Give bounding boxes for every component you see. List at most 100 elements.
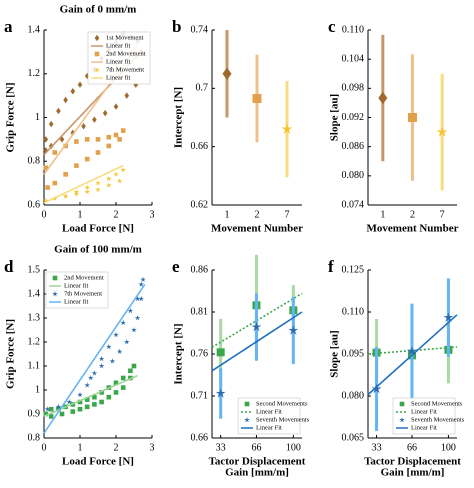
x-tick-label: 66 <box>251 442 261 453</box>
marker <box>120 385 126 390</box>
y-tick-label: 1.2 <box>28 336 41 347</box>
y-axis-label: Intercept [N] <box>173 87 185 148</box>
marker <box>120 128 126 133</box>
marker <box>128 368 133 374</box>
marker <box>81 123 86 130</box>
fit-line <box>43 374 138 418</box>
y-tick-label: 0.81 <box>191 306 209 317</box>
marker <box>77 399 83 405</box>
y-tick-label: 0.8 <box>28 432 41 443</box>
marker <box>102 109 108 117</box>
marker <box>92 116 97 123</box>
panel-letter: e <box>172 257 180 276</box>
marker <box>252 94 262 104</box>
legend-swatch <box>244 417 250 423</box>
x-tick-label: 0 <box>42 209 47 220</box>
legend-label: Linear fit <box>106 58 131 65</box>
legend-label: Linear fit <box>106 74 131 81</box>
marker <box>52 150 58 155</box>
marker <box>113 103 119 110</box>
marker <box>131 363 137 369</box>
marker <box>116 348 123 355</box>
y-tick-label: 0.125 <box>342 264 365 275</box>
x-tick-label: 1 <box>78 442 83 453</box>
marker <box>73 191 80 197</box>
legend-label: 7th Movement <box>106 66 144 73</box>
marker <box>281 123 293 134</box>
legend-label: Seventh Movements <box>256 416 310 423</box>
marker <box>124 92 130 99</box>
marker <box>371 383 382 394</box>
legend-label: 2nd Movement <box>106 50 146 57</box>
marker <box>92 394 97 400</box>
marker <box>98 363 105 369</box>
marker <box>84 397 90 402</box>
marker <box>378 91 388 105</box>
marker <box>43 136 49 143</box>
marker <box>98 355 105 362</box>
x-tick-label: 2 <box>114 442 119 453</box>
x-tick-label: 33 <box>216 442 226 453</box>
y-axis-label: Grip Force [N] <box>5 319 17 389</box>
x-tick-label: 2 <box>255 209 260 220</box>
marker <box>133 81 139 88</box>
marker <box>113 380 119 386</box>
x-axis-label: Gain [mm/m] <box>225 467 289 479</box>
y-axis-label: Slope [au] <box>329 94 341 141</box>
x-tick-label: 2 <box>410 209 415 220</box>
y-tick-label: 0.080 <box>342 170 365 181</box>
marker <box>113 390 119 395</box>
y-axis-label: Grip Force [N] <box>5 82 17 152</box>
x-axis-label: Movement Number <box>367 223 459 235</box>
y-tick-label: 1.3 <box>28 312 41 323</box>
marker <box>43 411 49 417</box>
marker <box>120 319 127 326</box>
x-tick-label: 7 <box>285 209 290 220</box>
legend-swatch <box>94 67 100 73</box>
y-tick-label: 0.095 <box>342 348 365 359</box>
y-tick-label: 0.9 <box>28 408 41 419</box>
fit-line <box>211 311 303 372</box>
marker <box>123 339 130 345</box>
marker <box>436 126 448 137</box>
y-tick-label: 1.4 <box>28 24 41 35</box>
marker <box>74 163 79 168</box>
marker <box>113 132 119 138</box>
marker <box>52 180 58 186</box>
marker <box>42 197 49 204</box>
marker <box>70 409 76 414</box>
marker <box>105 343 112 350</box>
legend-swatch <box>94 51 100 57</box>
marker <box>87 375 94 381</box>
marker <box>95 186 101 193</box>
x-axis-label: Movement Number <box>211 223 303 235</box>
y-tick-label: 1 <box>35 112 40 123</box>
panel-letter: f <box>328 257 334 276</box>
x-tick-label: 3 <box>150 209 155 220</box>
marker <box>56 107 61 115</box>
chart-title: Gain of 0 mm/m <box>60 4 137 16</box>
fit-line <box>43 283 146 434</box>
x-tick-label: 33 <box>372 442 382 453</box>
y-tick-label: 1.1 <box>28 360 41 371</box>
marker <box>443 312 454 322</box>
y-tick-label: 0.098 <box>342 83 365 94</box>
y-tick-label: 0.86 <box>191 264 209 275</box>
legend-label: Second Movements <box>256 400 308 407</box>
marker <box>84 404 90 410</box>
legend-label: 7th Movement <box>64 290 102 297</box>
x-axis-label: Load Force [N] <box>62 223 134 235</box>
marker <box>95 137 101 142</box>
marker <box>44 406 51 412</box>
legend-label: Linear fit <box>106 42 131 49</box>
marker <box>138 281 145 287</box>
marker <box>106 134 112 140</box>
marker <box>43 165 49 171</box>
marker <box>59 411 65 417</box>
marker <box>117 137 122 142</box>
marker <box>113 171 119 177</box>
x-tick-label: 1 <box>225 209 230 220</box>
y-tick-label: 0.76 <box>191 348 209 359</box>
y-tick-label: 0.110 <box>342 306 364 317</box>
